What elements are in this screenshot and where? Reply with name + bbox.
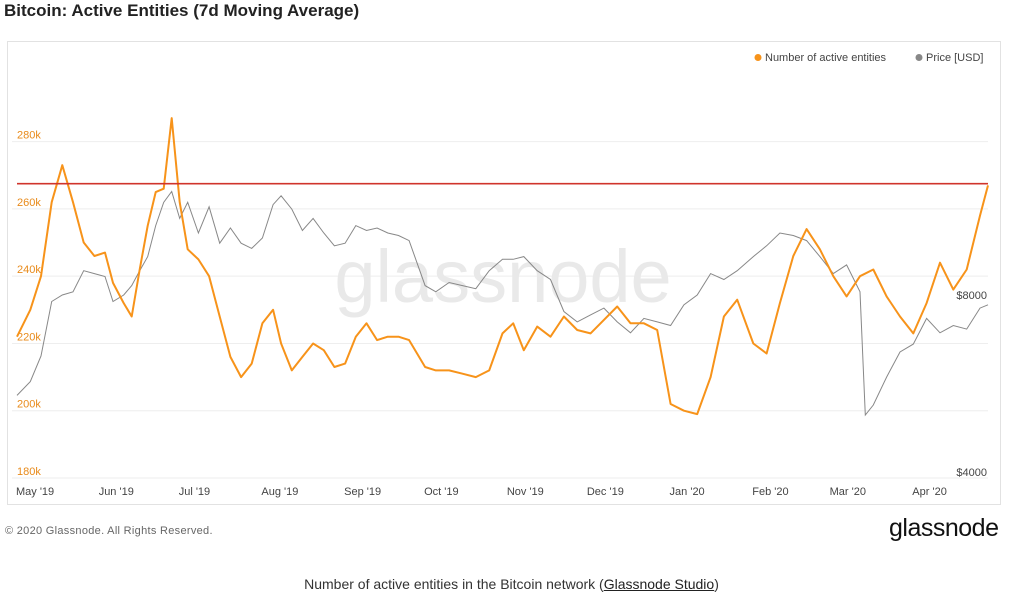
x-axis-tick-label: Sep '19 — [344, 486, 381, 498]
left-axis-tick-label: 240k — [17, 264, 41, 276]
x-axis-tick-label: Apr '20 — [912, 486, 947, 498]
legend-item[interactable]: Number of active entities — [754, 52, 887, 64]
left-axis: 180k 200k 220k 240k 260k 280k — [17, 130, 41, 478]
x-axis-tick-label: Oct '19 — [424, 486, 459, 498]
figure-caption: Number of active entities in the Bitcoin… — [0, 576, 1023, 592]
copyright-text: © 2020 Glassnode. All Rights Reserved. — [5, 525, 213, 537]
legend-marker — [915, 54, 923, 61]
right-axis: $4000 $8000 — [956, 290, 987, 479]
caption-suffix: ) — [714, 576, 719, 592]
left-axis-tick-label: 220k — [17, 331, 41, 343]
glassnode-logo[interactable]: glassnode — [889, 514, 999, 542]
x-axis: May '19 Jun '19 Jul '19 Aug '19 Sep '19 Oct '… — [16, 486, 947, 498]
x-axis-tick-label: Jul '19 — [179, 486, 210, 498]
x-axis-tick-label: Feb '20 — [752, 486, 788, 498]
price-series-line — [16, 190, 989, 417]
left-axis-tick-label: 200k — [17, 399, 41, 411]
right-axis-tick-label: $8000 — [956, 290, 987, 302]
left-axis-tick-label: 260k — [17, 197, 41, 209]
entities-series-line — [16, 117, 989, 416]
legend[interactable]: Number of active entities Price [USD] — [754, 52, 984, 64]
x-axis-tick-label: May '19 — [16, 486, 54, 498]
x-axis-tick-label: Jan '20 — [670, 486, 705, 498]
x-axis-tick-label: Jun '19 — [99, 486, 134, 498]
x-axis-tick-label: Mar '20 — [830, 486, 866, 498]
legend-label: Number of active entities — [765, 52, 887, 64]
right-axis-tick-label: $4000 — [956, 467, 987, 479]
caption-text: Number of active entities in the Bitcoin… — [304, 576, 604, 592]
x-axis-tick-label: Dec '19 — [587, 486, 624, 498]
legend-label: Price [USD] — [926, 52, 983, 64]
chart-title: Bitcoin: Active Entities (7d Moving Aver… — [4, 1, 360, 20]
watermark: glassnode — [334, 235, 671, 318]
x-axis-tick-label: Aug '19 — [261, 486, 298, 498]
left-axis-tick-label: 180k — [17, 466, 41, 478]
legend-item[interactable]: Price [USD] — [915, 52, 984, 64]
glassnode-studio-link[interactable]: Glassnode Studio — [603, 576, 715, 592]
x-axis-tick-label: Nov '19 — [507, 486, 544, 498]
legend-marker — [754, 54, 762, 61]
left-axis-tick-label: 280k — [17, 130, 41, 142]
